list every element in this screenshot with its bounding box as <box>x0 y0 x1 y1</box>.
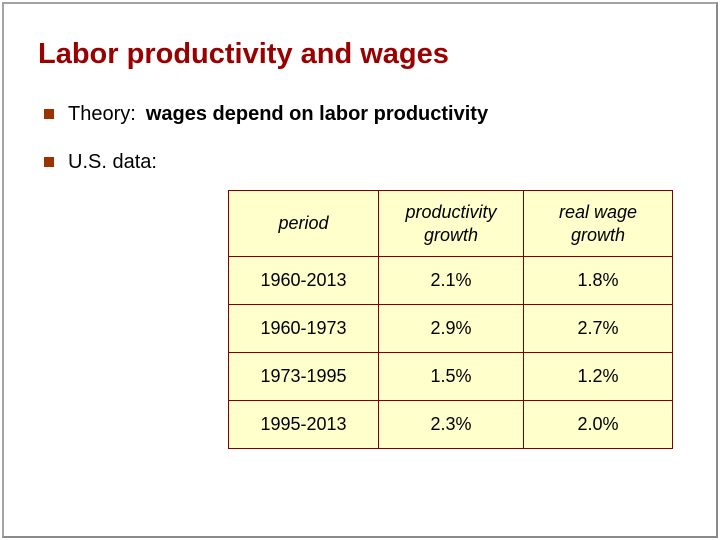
column-header-productivity-growth: productivity growth <box>378 190 524 257</box>
table-row: 1960-2013 2.1% 1.8% <box>228 256 673 305</box>
slide-title: Labor productivity and wages <box>38 38 449 70</box>
table-cell-productivity: 2.3% <box>378 400 524 449</box>
table-cell-period: 1960-1973 <box>228 304 379 353</box>
productivity-wage-table: period productivity growth real wage gro… <box>228 190 673 449</box>
bullet-item-theory: Theory: wages depend on labor productivi… <box>44 103 488 126</box>
table-cell-productivity: 1.5% <box>378 352 524 401</box>
bullet-us-data-label: U.S. data: <box>68 151 157 173</box>
table-row: 1973-1995 1.5% 1.2% <box>228 352 673 401</box>
table-cell-real-wage: 2.7% <box>523 304 673 353</box>
table-cell-productivity: 2.1% <box>378 256 524 305</box>
table-cell-period: 1995-2013 <box>228 400 379 449</box>
table-cell-productivity: 2.9% <box>378 304 524 353</box>
table-cell-real-wage: 1.2% <box>523 352 673 401</box>
table-cell-period: 1960-2013 <box>228 256 379 305</box>
table-cell-period: 1973-1995 <box>228 352 379 401</box>
bullet-theory-emphasis: wages depend on labor productivity <box>145 103 489 125</box>
bullet-theory-label: Theory: <box>68 103 136 125</box>
bullet-item-us-data: U.S. data: <box>44 151 157 174</box>
column-header-period: period <box>228 190 379 257</box>
column-header-real-wage-growth: real wage growth <box>523 190 673 257</box>
table-cell-real-wage: 1.8% <box>523 256 673 305</box>
square-bullet-icon <box>44 157 54 167</box>
square-bullet-icon <box>44 109 54 119</box>
table-row: 1960-1973 2.9% 2.7% <box>228 304 673 353</box>
table-header-row: period productivity growth real wage gro… <box>228 190 673 257</box>
table-row: 1995-2013 2.3% 2.0% <box>228 400 673 449</box>
table-cell-real-wage: 2.0% <box>523 400 673 449</box>
